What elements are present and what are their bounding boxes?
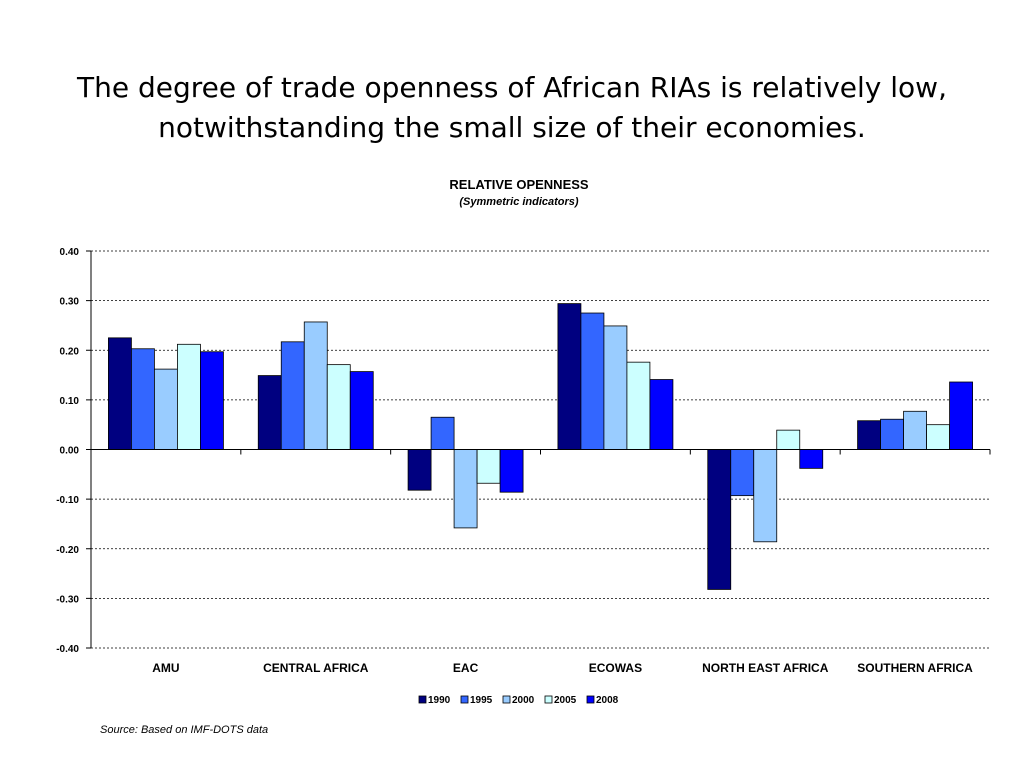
bar-1995 [131, 348, 155, 450]
bar-2000 [453, 449, 478, 529]
bar-1990 [407, 449, 432, 491]
bar-2005 [926, 424, 950, 450]
x-category-label: NORTH EAST AFRICA [702, 661, 829, 675]
legend-swatch-1995 [460, 695, 469, 704]
bar-1990 [108, 337, 132, 450]
y-tick-label: -0.20 [56, 545, 79, 556]
bar-2005 [776, 429, 801, 450]
y-tick-label: 0.00 [60, 446, 80, 457]
x-category-label: AMU [152, 661, 179, 675]
bar-2005 [326, 364, 351, 450]
slide-title: The degree of trade openness of African … [0, 68, 1024, 148]
chart-subtitle: (Symmetric indicators) [459, 196, 579, 208]
legend-swatch-2005 [544, 695, 553, 704]
legend-swatch-1990 [418, 695, 427, 704]
bar-1995 [730, 449, 755, 497]
bar-2000 [154, 368, 178, 450]
y-tick-label: -0.10 [56, 495, 79, 506]
y-tick-label: 0.20 [60, 346, 80, 357]
legend-label: 1990 [428, 695, 451, 706]
y-tick-label: 0.40 [60, 247, 80, 258]
bar-1995 [280, 341, 305, 450]
bar-2000 [303, 321, 328, 450]
y-tick-label: -0.40 [56, 644, 79, 655]
bar-1990 [707, 449, 732, 590]
chart-title: RELATIVE OPENNESS [449, 177, 589, 192]
bar-1995 [580, 312, 605, 450]
legend-label: 2008 [596, 695, 619, 706]
bar-2008 [649, 379, 674, 450]
slide-title-line-2: notwithstanding the small size of their … [158, 111, 866, 144]
bar-2005 [626, 361, 651, 450]
bar-2008 [799, 449, 824, 469]
x-category-label: ECOWAS [589, 661, 642, 675]
x-category-label: CENTRAL AFRICA [263, 661, 369, 675]
y-tick-label: 0.10 [60, 396, 80, 407]
y-tick-label: -0.30 [56, 594, 79, 605]
y-tick-label: 0.30 [60, 297, 80, 308]
bar-1990 [857, 420, 881, 450]
legend-label: 2005 [554, 695, 577, 706]
slide-title-line-1: The degree of trade openness of African … [77, 71, 947, 104]
bar-2005 [177, 343, 201, 450]
bar-1990 [257, 375, 282, 450]
legend-label: 2000 [512, 695, 535, 706]
bar-2008 [499, 449, 524, 493]
bar-2008 [349, 371, 374, 450]
legend-swatch-2000 [502, 695, 511, 704]
source-note: Source: Based on IMF-DOTS data [100, 724, 269, 736]
bar-2008 [200, 351, 224, 450]
bar-2000 [903, 410, 927, 450]
bar-2005 [476, 449, 501, 484]
bar-1995 [880, 418, 904, 450]
bar-1990 [557, 303, 582, 450]
bar-1995 [430, 416, 455, 450]
x-category-label: EAC [453, 661, 479, 675]
bar-2008 [949, 381, 973, 450]
bar-2000 [753, 449, 778, 543]
x-category-label: SOUTHERN AFRICA [857, 661, 973, 675]
legend-swatch-2008 [586, 695, 595, 704]
bar-2000 [603, 325, 628, 450]
legend-label: 1995 [470, 695, 493, 706]
